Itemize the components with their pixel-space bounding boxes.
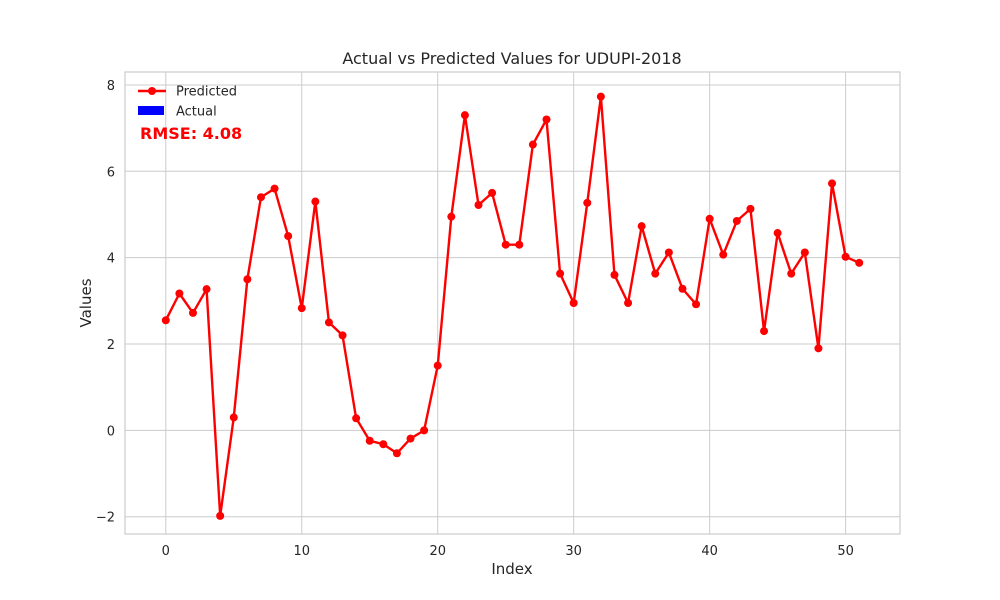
y-axis-label: Values <box>77 278 95 327</box>
predicted-point <box>324 318 333 327</box>
x-tick-label: 40 <box>701 544 718 559</box>
predicted-point <box>855 258 864 267</box>
y-tick-label: 6 <box>107 165 115 180</box>
predicted-point <box>610 270 619 279</box>
predicted-point <box>841 252 850 261</box>
predicted-point <box>433 361 442 370</box>
predicted-point <box>692 300 701 309</box>
predicted-point <box>556 269 565 278</box>
predicted-point <box>447 212 456 221</box>
predicted-point <box>188 308 197 317</box>
predicted-point <box>175 289 184 298</box>
predicted-point <box>256 193 265 202</box>
predicted-point <box>651 269 660 278</box>
y-tick-label: 2 <box>107 338 115 353</box>
predicted-point <box>746 204 755 213</box>
predicted-point <box>664 248 673 257</box>
x-tick-label: 0 <box>162 544 170 559</box>
predicted-point <box>542 115 551 124</box>
predicted-point <box>814 344 823 353</box>
x-tick-label: 30 <box>565 544 582 559</box>
predicted-point <box>311 197 320 206</box>
y-tick-label: −2 <box>96 511 115 526</box>
x-tick-label: 20 <box>429 544 446 559</box>
predicted-point <box>365 436 374 445</box>
predicted-point <box>229 413 238 422</box>
predicted-point <box>161 316 170 325</box>
legend-predicted-label: Predicted <box>176 85 237 100</box>
predicted-point <box>352 414 361 423</box>
predicted-point <box>202 285 211 294</box>
predicted-point <box>583 198 592 207</box>
y-tick-label: 4 <box>107 252 115 267</box>
legend-actual-label: Actual <box>176 105 217 120</box>
predicted-point <box>501 240 510 249</box>
x-tick-label: 50 <box>837 544 854 559</box>
rmse-annotation: RMSE: 4.08 <box>140 124 242 143</box>
y-axis: −2 0 2 4 6 8 <box>96 79 115 526</box>
predicted-point <box>732 216 741 225</box>
predicted-point <box>596 92 605 101</box>
predicted-point <box>488 188 497 197</box>
predicted-point <box>216 511 225 520</box>
predicted-point <box>515 240 524 249</box>
predicted-point <box>406 434 415 443</box>
predicted-point <box>270 184 279 193</box>
predicted-point <box>569 299 578 307</box>
x-axis: 0 10 20 30 40 50 <box>162 544 854 559</box>
predicted-point <box>773 229 782 238</box>
predicted-point <box>705 214 714 223</box>
predicted-point <box>338 331 347 340</box>
predicted-point <box>379 440 388 449</box>
predicted-point <box>460 111 469 120</box>
plot-frame <box>124 71 901 535</box>
predicted-point <box>297 304 306 313</box>
chart-title: Actual vs Predicted Values for UDUPI-201… <box>342 49 681 68</box>
legend-predicted-marker <box>148 87 156 95</box>
predicted-point <box>678 284 687 293</box>
predicted-point <box>528 140 537 149</box>
predicted-point <box>828 179 837 188</box>
x-tick-label: 10 <box>293 544 310 559</box>
predicted-point <box>474 200 483 209</box>
predicted-series-line <box>164 95 860 518</box>
predicted-point <box>284 232 293 241</box>
legend: Predicted Actual <box>138 85 237 120</box>
predicted-point <box>760 327 769 336</box>
y-tick-label: 0 <box>107 424 115 439</box>
predicted-point <box>624 299 633 307</box>
legend-actual-swatch <box>138 106 164 115</box>
grid <box>125 72 900 534</box>
predicted-point <box>420 426 429 435</box>
predicted-point <box>392 449 401 458</box>
y-tick-label: 8 <box>107 79 115 94</box>
predicted-point <box>719 250 728 259</box>
x-axis-label: Index <box>491 560 532 578</box>
predicted-point <box>787 269 796 278</box>
predicted-point <box>637 222 646 231</box>
series-layer <box>161 92 864 520</box>
predicted-point <box>800 248 809 257</box>
predicted-point <box>243 275 252 284</box>
